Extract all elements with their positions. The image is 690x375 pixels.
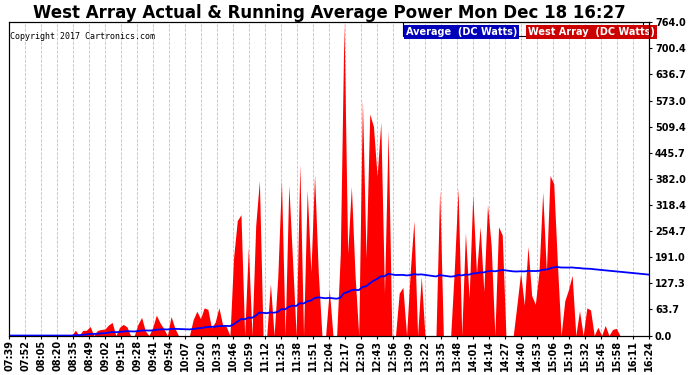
Text: West Array  (DC Watts): West Array (DC Watts) [528,27,655,37]
Text: Copyright 2017 Cartronics.com: Copyright 2017 Cartronics.com [10,32,155,40]
Bar [403,22,643,36]
Title: West Array Actual & Running Average Power Mon Dec 18 16:27: West Array Actual & Running Average Powe… [33,4,626,22]
Text: Average  (DC Watts): Average (DC Watts) [406,27,518,37]
